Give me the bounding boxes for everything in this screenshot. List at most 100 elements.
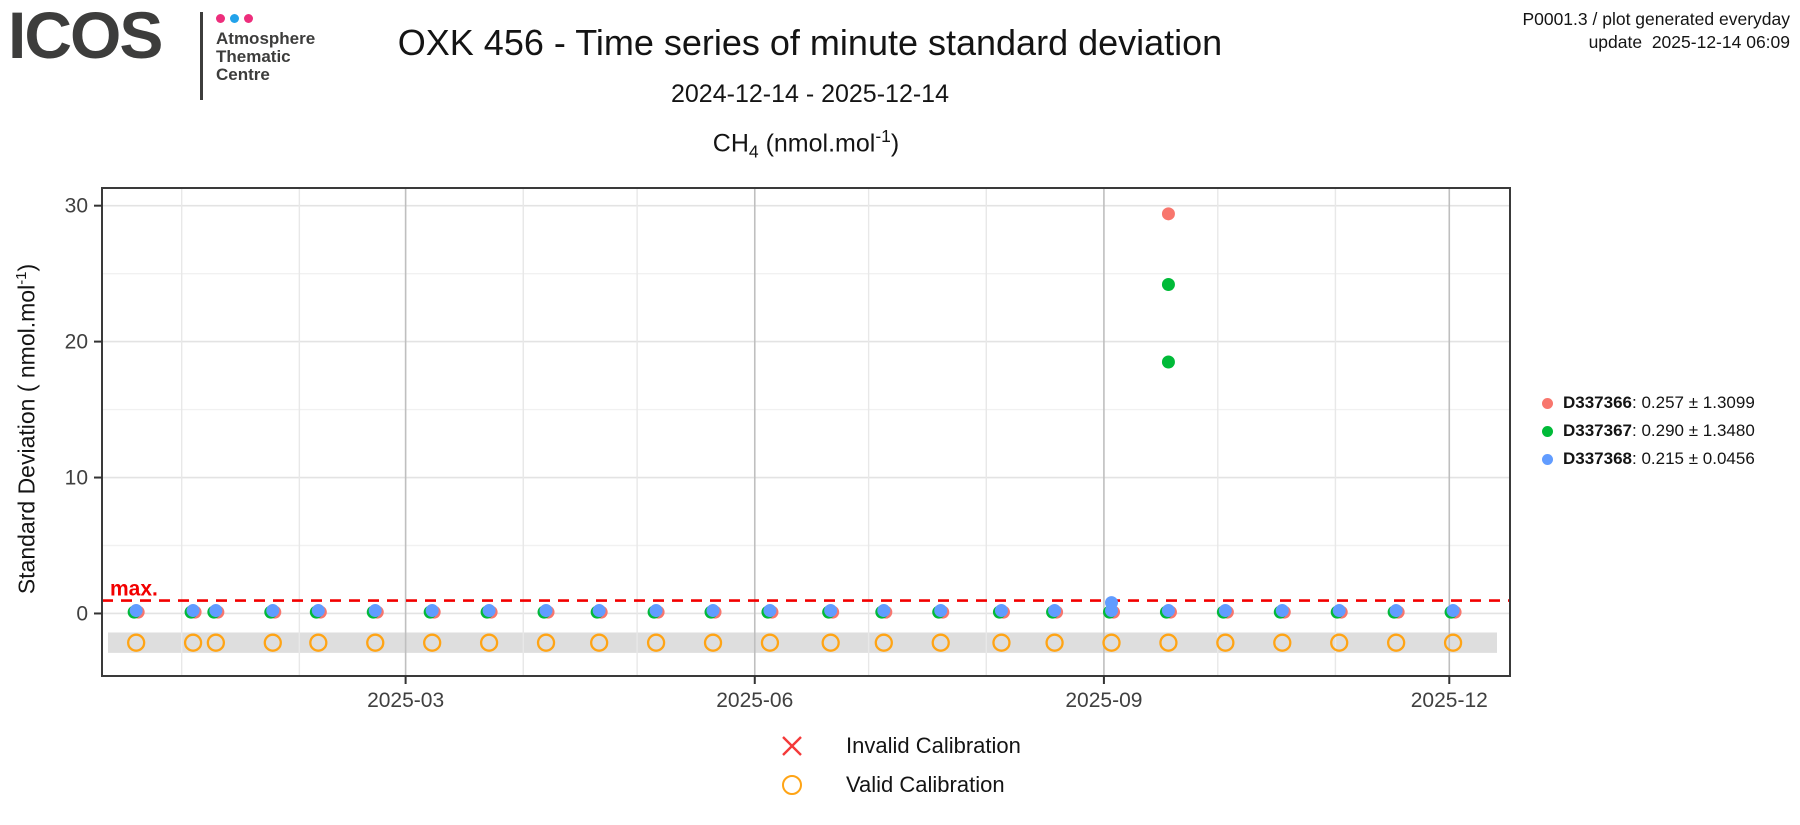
outlier-point-D337366 [1161, 207, 1175, 221]
data-point-D337368 [425, 604, 439, 618]
data-point-D337368 [763, 604, 777, 618]
invalid-calibration-label: Invalid Calibration [846, 732, 1021, 758]
data-point-D337368 [266, 604, 280, 618]
valid-calibration-marker [992, 633, 1011, 652]
valid-calibration-marker [821, 633, 840, 652]
valid-calibration-marker [263, 633, 282, 652]
x-tick-label: 2025-09 [1065, 689, 1142, 712]
valid-calibration-marker [646, 633, 666, 652]
data-point-D337368 [877, 604, 891, 618]
logo-dot-icon [244, 14, 253, 23]
x-tick-label: 2025-06 [716, 689, 793, 712]
valid-calibration-label: Valid Calibration [846, 771, 1005, 797]
x-tick-label: 2025-12 [1411, 689, 1488, 712]
plot-generation-info: P0001.3 / plot generated everyday update… [1522, 8, 1790, 54]
valid-calibration-marker [1386, 633, 1406, 652]
valid-calibration-marker [1102, 633, 1121, 652]
outlier-point-D337367 [1161, 355, 1175, 369]
calibration-band [108, 632, 1497, 653]
y-tick-label: 30 [65, 195, 88, 218]
legend-item: D337368: 0.215 ± 0.0456 [1542, 445, 1755, 473]
valid-calibration-marker [1330, 633, 1349, 652]
legend-item-invalid: Invalid Calibration [770, 726, 1021, 765]
cylinder-id: D337367 [1563, 421, 1633, 440]
icos-brand-text: ICOS [8, 0, 163, 72]
calibration-legend: Invalid Calibration Valid Calibration [770, 726, 1021, 804]
data-point-D337368 [539, 604, 553, 618]
data-point-D337368 [649, 604, 663, 618]
cylinder-stats: : 0.257 ± 1.3099 [1632, 393, 1755, 412]
valid-calibration-marker [1045, 633, 1064, 652]
logo-org-name: Atmosphere Thematic Centre [216, 30, 315, 84]
valid-calibration-marker [366, 633, 385, 652]
valid-calibration-marker [874, 633, 893, 652]
figure-title: OXK 456 - Time series of minute standard… [397, 22, 1223, 63]
data-point-D337368 [368, 604, 382, 618]
series-dot-icon [1542, 397, 1553, 409]
logo-dots-icon [216, 14, 253, 23]
data-point-D337368 [482, 604, 496, 618]
data-point-D337368 [1389, 604, 1403, 618]
plot-panel [102, 188, 1510, 676]
valid-calibration-marker [536, 633, 556, 652]
species-unit: (nmol.mol [758, 129, 876, 158]
valid-calibration-marker [1159, 633, 1178, 652]
valid-calibration-marker [703, 633, 723, 652]
panel-border [101, 187, 1511, 677]
figure-date-range: 2024-12-14 - 2025-12-14 [671, 80, 949, 108]
data-point-D337368 [706, 604, 720, 618]
valid-calibration-marker [309, 633, 328, 652]
logo-org-line: Centre [216, 65, 270, 84]
species-subscript: 4 [748, 141, 759, 162]
y-tick-label: 20 [65, 331, 88, 354]
legend-item: D337367: 0.290 ± 1.3480 [1542, 417, 1755, 445]
logo-dot-icon [216, 14, 225, 23]
valid-calibration-marker [1216, 633, 1235, 652]
valid-calibration-marker [423, 633, 442, 652]
cylinder-id: D337366 [1563, 393, 1633, 412]
logo-org-line: Atmosphere [216, 29, 316, 48]
series-dot-icon [1542, 453, 1553, 465]
valid-calibration-marker [590, 633, 609, 652]
x-tick-label: 2025-03 [367, 689, 444, 712]
valid-calibration-marker [760, 633, 780, 652]
valid-circle-icon [782, 774, 802, 795]
legend-label: D337368: 0.215 ± 0.0456 [1563, 449, 1755, 469]
data-point-D337368 [186, 604, 200, 618]
data-point-D337368 [311, 604, 325, 618]
cylinder-stats: : 0.290 ± 1.3480 [1632, 421, 1755, 440]
data-point-D337368 [994, 604, 1008, 618]
outlier-point-D337368 [1105, 596, 1119, 610]
max-line-label: max. [110, 578, 158, 601]
species-symbol: CH [712, 129, 749, 158]
valid-calibration-marker [127, 633, 146, 652]
plot-update-timestamp: update 2025-12-14 06:09 [1588, 32, 1790, 52]
data-point-D337368 [1275, 604, 1289, 618]
legend-item: D337366: 0.257 ± 1.3099 [1542, 389, 1755, 417]
data-point-D337368 [209, 604, 223, 618]
data-point-D337368 [1332, 604, 1346, 618]
data-point-D337368 [1048, 604, 1062, 618]
valid-calibration-marker [931, 633, 950, 652]
data-point-D337368 [934, 604, 948, 618]
valid-calibration-marker [479, 633, 499, 652]
y-tick-label: 0 [76, 602, 88, 625]
species-unit-exp: -1 [875, 126, 891, 146]
outlier-point-D337367 [1161, 278, 1175, 292]
y-tick-label: 10 [65, 467, 88, 490]
data-point-D337368 [1161, 604, 1175, 618]
data-point-D337368 [1218, 604, 1232, 618]
data-point-D337368 [129, 604, 143, 618]
valid-calibration-marker [206, 633, 226, 652]
data-point-D337368 [592, 604, 606, 618]
chart-species-title: CH4 (nmol.mol-1) [102, 126, 1510, 162]
cylinder-id: D337368 [1563, 449, 1633, 468]
valid-calibration-marker [183, 633, 203, 652]
logo-dot-icon [230, 14, 239, 23]
plot-version-text: P0001.3 / plot generated everyday [1522, 9, 1790, 29]
logo-divider [200, 12, 203, 100]
series-dot-icon [1542, 425, 1553, 437]
data-point-D337368 [824, 604, 838, 618]
